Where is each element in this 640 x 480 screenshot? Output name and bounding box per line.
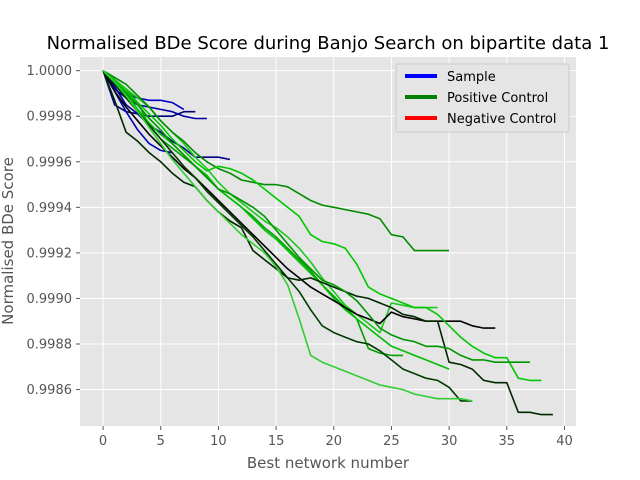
x-tick-label: 10 [210, 434, 227, 449]
legend: Sample Positive Control Negative Control [395, 63, 570, 133]
series-line-15 [102, 70, 473, 402]
series-line-8 [102, 70, 450, 252]
y-tick-label: 0.9992 [27, 246, 73, 261]
series-line-14 [102, 70, 530, 364]
series-line-1 [102, 70, 196, 117]
x-tick-label: 0 [99, 434, 107, 449]
x-tick-label: 5 [157, 434, 165, 449]
x-axis: 0 5 10 15 20 25 30 35 40 [99, 426, 573, 449]
legend-box [395, 63, 570, 133]
series-layer [102, 70, 553, 416]
series-line-13 [102, 70, 553, 416]
x-axis-label: Best network number [247, 454, 410, 472]
y-axis-label: Normalised BDe Score [0, 157, 17, 325]
chart-title: Normalised BDe Score during Banjo Search… [47, 33, 610, 54]
series-line-9 [102, 70, 450, 370]
x-tick-label: 15 [268, 434, 285, 449]
y-tick-label: 0.9986 [27, 383, 73, 398]
y-axis: 0.9986 0.9988 0.9990 0.9992 0.9994 0.9996 0.99… [27, 64, 80, 398]
legend-label-positive-control: Positive Control [447, 91, 548, 106]
y-tick-label: 1.0000 [27, 64, 73, 79]
y-tick-label: 0.9990 [27, 292, 73, 307]
x-tick-label: 35 [499, 434, 516, 449]
series-line-12 [102, 70, 542, 382]
y-tick-label: 0.9988 [27, 338, 73, 353]
series-line-2 [102, 70, 207, 120]
legend-label-negative-control: Negative Control [447, 112, 556, 127]
y-tick-label: 0.9996 [27, 155, 73, 170]
y-tick-label: 0.9994 [27, 201, 73, 216]
y-tick-label: 0.9998 [27, 110, 73, 125]
x-tick-label: 30 [441, 434, 458, 449]
x-tick-label: 25 [383, 434, 400, 449]
legend-label-sample: Sample [447, 70, 496, 85]
x-tick-label: 20 [325, 434, 342, 449]
x-tick-label: 40 [556, 434, 573, 449]
